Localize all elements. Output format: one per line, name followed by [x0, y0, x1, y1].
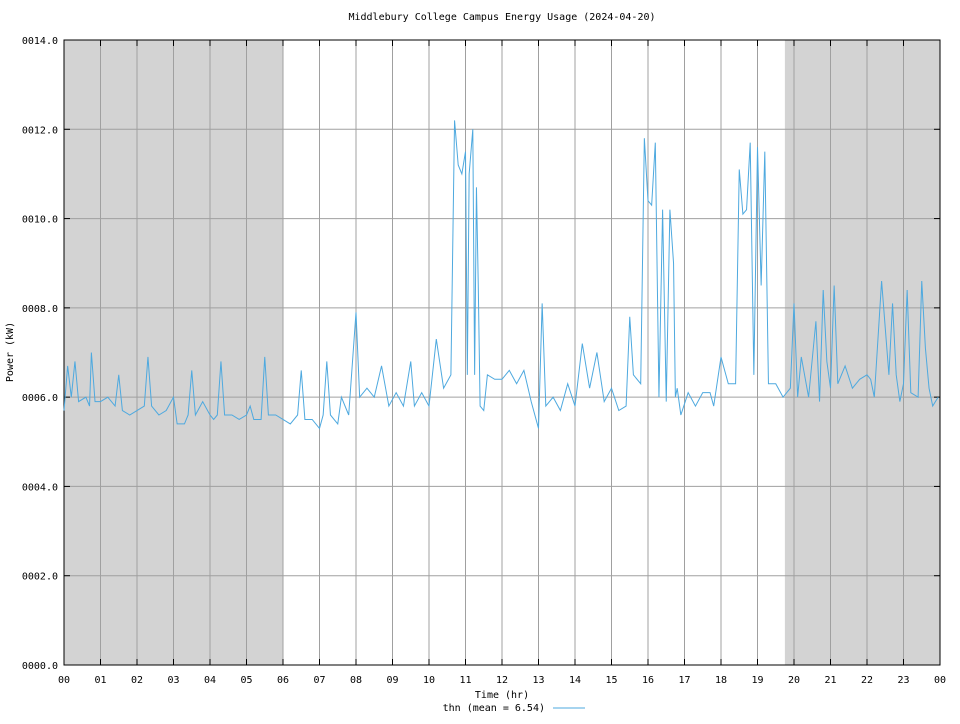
x-tick-label: 06: [277, 675, 289, 686]
x-tick-label: 10: [423, 675, 435, 686]
x-tick-label: 18: [715, 675, 727, 686]
x-tick-label: 05: [240, 675, 252, 686]
x-axis-label: Time (hr): [475, 690, 529, 701]
legend-label: thn (mean = 6.54): [443, 703, 545, 714]
x-tick-label: 23: [897, 675, 909, 686]
x-tick-label: 13: [532, 675, 544, 686]
x-tick-label: 20: [788, 675, 800, 686]
x-tick-label: 09: [386, 675, 398, 686]
x-tick-label: 00: [58, 675, 70, 686]
x-tick-label: 19: [751, 675, 763, 686]
x-tick-label: 04: [204, 675, 216, 686]
y-tick-label: 0014.0: [22, 36, 58, 47]
night-shade: [784, 40, 940, 665]
x-tick-label: 21: [824, 675, 836, 686]
x-tick-label: 15: [605, 675, 617, 686]
x-tick-label: 01: [94, 675, 106, 686]
x-tick-label: 07: [313, 675, 325, 686]
x-tick-label: 03: [167, 675, 179, 686]
y-tick-label: 0006.0: [22, 393, 58, 404]
x-tick-label: 12: [496, 675, 508, 686]
y-tick-label: 0008.0: [22, 304, 58, 315]
y-tick-label: 0000.0: [22, 661, 58, 672]
y-tick-label: 0004.0: [22, 482, 58, 493]
x-tick-label: 17: [678, 675, 690, 686]
x-tick-label: 00: [934, 675, 946, 686]
x-tick-label: 22: [861, 675, 873, 686]
x-tick-label: 14: [569, 675, 581, 686]
y-tick-label: 0012.0: [22, 125, 58, 136]
x-tick-label: 02: [131, 675, 143, 686]
chart-title: Middlebury College Campus Energy Usage (…: [348, 12, 655, 23]
y-tick-label: 0010.0: [22, 215, 58, 226]
x-tick-label: 08: [350, 675, 362, 686]
x-tick-label: 16: [642, 675, 654, 686]
y-tick-label: 0002.0: [22, 572, 58, 583]
plot-border: [63, 39, 941, 666]
x-tick-label: 11: [459, 675, 471, 686]
y-axis-label: Power (kW): [5, 322, 16, 382]
series-line: [63, 120, 939, 430]
